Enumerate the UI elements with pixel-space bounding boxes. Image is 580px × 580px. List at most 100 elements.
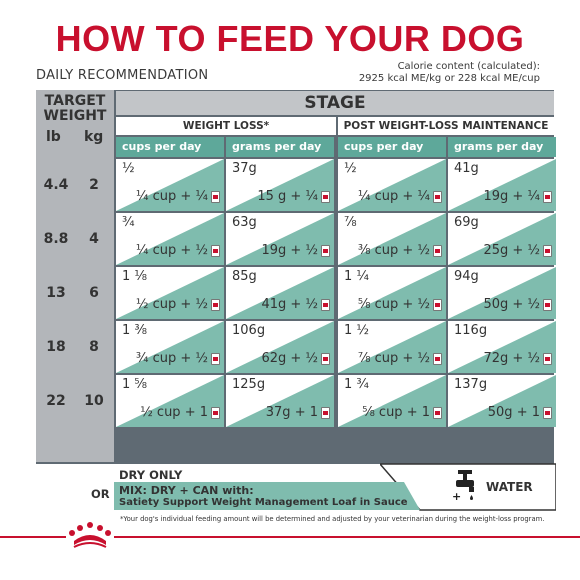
can-icon bbox=[433, 298, 442, 311]
weight-lb: 22 bbox=[46, 393, 66, 409]
can-icon bbox=[543, 352, 552, 365]
dry-amount: 1 ⅜ bbox=[122, 323, 148, 338]
mix-amount-text: 50g + 1 bbox=[487, 405, 540, 420]
weight-lb: 13 bbox=[46, 285, 66, 301]
calorie-content: Calorie content (calculated): 2925 kcal … bbox=[359, 61, 540, 85]
mix-amount-text: 41g + ½ bbox=[261, 297, 318, 312]
mix-box bbox=[114, 482, 420, 510]
weight-kg: 10 bbox=[84, 393, 104, 409]
mix-amount: 25g + ½ bbox=[483, 243, 552, 258]
dry-amount: 63g bbox=[232, 215, 257, 230]
mix-amount: ⅜ cup + ½ bbox=[358, 243, 442, 258]
mix-line-2: Satiety Support Weight Management Loaf i… bbox=[119, 497, 408, 508]
col-header-wl-grams: grams per day bbox=[226, 137, 334, 157]
mix-amount-text: ⅞ cup + ½ bbox=[357, 351, 430, 366]
water-tap-icon: + bbox=[452, 470, 474, 502]
col-header-pm-grams: grams per day bbox=[448, 137, 556, 157]
target-weight-line-2: WEIGHT bbox=[43, 108, 107, 124]
mix-amount-text: ¼ cup + ½ bbox=[135, 243, 208, 258]
mix-amount-text: ⅝ cup + 1 bbox=[362, 405, 430, 420]
table-cell: 85g 41g + ½ bbox=[226, 267, 334, 319]
page-title: HOW TO FEED YOUR DOG bbox=[55, 18, 525, 59]
can-icon bbox=[543, 190, 552, 203]
mix-amount-text: 72g + ½ bbox=[483, 351, 540, 366]
table-cell: 41g 19g + ¼ bbox=[448, 159, 556, 211]
can-icon bbox=[211, 298, 220, 311]
weight-lb: 8.8 bbox=[43, 231, 69, 247]
dry-amount: 1 ⅝ bbox=[122, 377, 148, 392]
mix-amount: 41g + ½ bbox=[261, 297, 330, 312]
dry-only-label: DRY ONLY bbox=[119, 468, 183, 482]
mix-amount: ½ cup + ½ bbox=[136, 297, 220, 312]
can-icon bbox=[211, 406, 220, 419]
col-header-pm-cups: cups per day bbox=[338, 137, 446, 157]
mix-amount-text: 15 g + ¼ bbox=[257, 189, 318, 204]
can-icon bbox=[543, 406, 552, 419]
can-icon bbox=[433, 244, 442, 257]
mix-amount: 50g + ½ bbox=[483, 297, 552, 312]
weight-kg: 2 bbox=[89, 177, 99, 193]
can-icon bbox=[321, 244, 330, 257]
mix-amount-text: ¾ cup + ½ bbox=[135, 351, 208, 366]
can-icon bbox=[321, 298, 330, 311]
or-label: OR bbox=[91, 487, 110, 501]
dry-amount: 69g bbox=[454, 215, 479, 230]
mix-amount: 19g + ¼ bbox=[483, 189, 552, 204]
mix-amount: 62g + ½ bbox=[261, 351, 330, 366]
can-icon bbox=[433, 352, 442, 365]
group-weight-loss: WEIGHT LOSS* bbox=[116, 117, 336, 135]
dry-amount: ½ bbox=[122, 161, 135, 176]
weight-lb: 18 bbox=[46, 339, 66, 355]
dry-amount: 106g bbox=[232, 323, 266, 338]
mix-amount-text: 37g + 1 bbox=[265, 405, 318, 420]
mix-amount: ¼ cup + ¼ bbox=[136, 189, 220, 204]
group-maintenance: POST WEIGHT-LOSS MAINTENANCE bbox=[338, 117, 554, 135]
can-icon bbox=[433, 190, 442, 203]
mix-amount-text: ¼ cup + ¼ bbox=[135, 189, 208, 204]
can-icon bbox=[321, 190, 330, 203]
mix-amount: ¼ cup + ¼ bbox=[358, 189, 442, 204]
mix-amount-text: 19g + ½ bbox=[261, 243, 318, 258]
weight-kg: 8 bbox=[89, 339, 99, 355]
table-cell: 1 ¼ ⅝ cup + ½ bbox=[338, 267, 446, 319]
table-cell: 1 ⅝ ½ cup + 1 bbox=[116, 375, 224, 427]
calorie-line-1: Calorie content (calculated): bbox=[397, 61, 540, 72]
can-icon bbox=[543, 244, 552, 257]
mix-amount-text: 19g + ¼ bbox=[483, 189, 540, 204]
dry-amount: ⅞ bbox=[344, 215, 357, 230]
can-icon bbox=[321, 352, 330, 365]
mix-line-1: MIX: DRY + CAN with: bbox=[119, 484, 254, 497]
col-header-wl-cups: cups per day bbox=[116, 137, 224, 157]
mix-amount: ¾ cup + ½ bbox=[136, 351, 220, 366]
dry-amount: 37g bbox=[232, 161, 257, 176]
mix-amount: ½ cup + 1 bbox=[140, 405, 220, 420]
table-cell: 1 ⅛ ½ cup + ½ bbox=[116, 267, 224, 319]
mix-amount-text: ½ cup + 1 bbox=[140, 405, 208, 420]
unit-lb: lb bbox=[46, 129, 61, 145]
can-icon bbox=[321, 406, 330, 419]
dry-amount: 137g bbox=[454, 377, 488, 392]
mix-amount: ⅝ cup + 1 bbox=[362, 405, 442, 420]
calorie-line-2: 2925 kcal ME/kg or 228 kcal ME/cup bbox=[358, 73, 540, 84]
mix-amount-text: ⅝ cup + ½ bbox=[357, 297, 430, 312]
target-weight-line-1: TARGET bbox=[44, 93, 106, 109]
water-label: WATER bbox=[486, 480, 533, 494]
dry-amount: ¾ bbox=[122, 215, 135, 230]
mix-amount-text: ¼ cup + ¼ bbox=[357, 189, 430, 204]
table-cell: 137g 50g + 1 bbox=[448, 375, 556, 427]
stage-label: STAGE bbox=[304, 93, 366, 113]
table-cell: 1 ¾ ⅝ cup + 1 bbox=[338, 375, 446, 427]
weight-kg: 6 bbox=[89, 285, 99, 301]
crown-logo-icon bbox=[69, 522, 111, 548]
can-icon bbox=[211, 244, 220, 257]
table-cell: 69g 25g + ½ bbox=[448, 213, 556, 265]
table-cell: 1 ½ ⅞ cup + ½ bbox=[338, 321, 446, 373]
mix-amount-text: 25g + ½ bbox=[483, 243, 540, 258]
mix-amount: 37g + 1 bbox=[266, 405, 330, 420]
mix-amount-text: ½ cup + ½ bbox=[135, 297, 208, 312]
dry-amount: 85g bbox=[232, 269, 257, 284]
